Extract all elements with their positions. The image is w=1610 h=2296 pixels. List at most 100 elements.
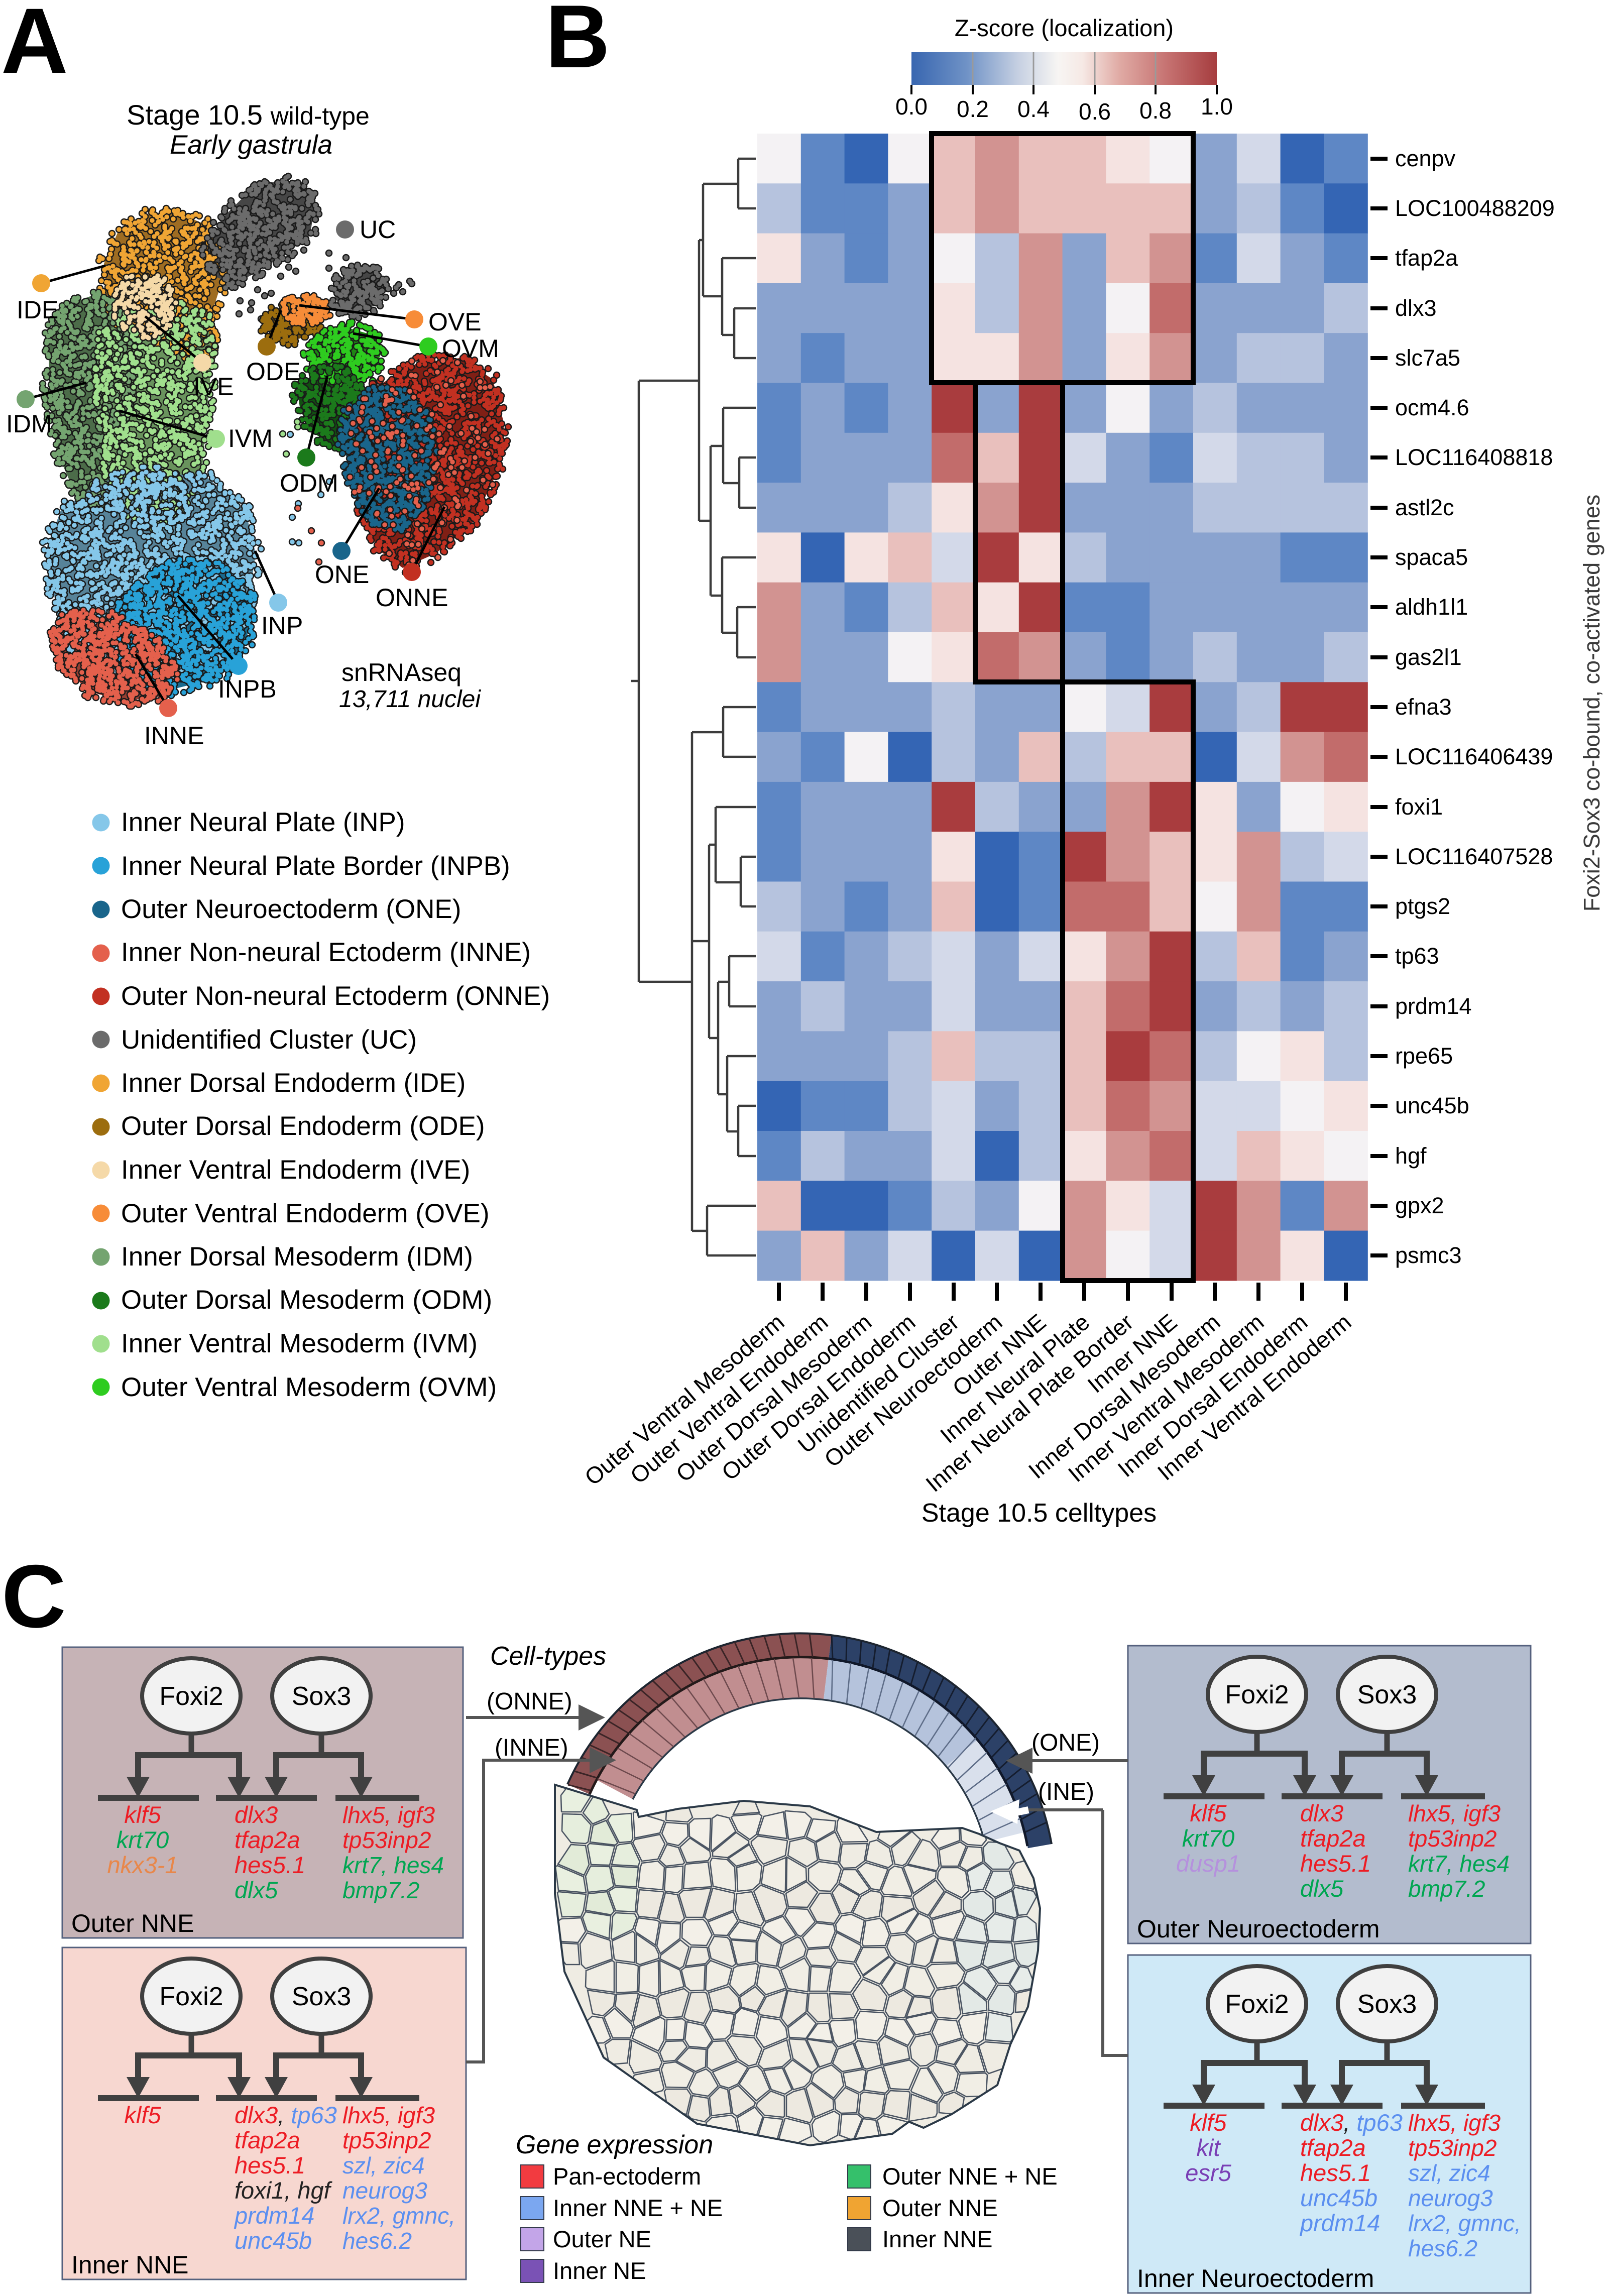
- svg-text:INNE: INNE: [144, 722, 204, 750]
- svg-text:spaca5: spaca5: [1395, 544, 1468, 570]
- svg-text:Foxi2: Foxi2: [1225, 1680, 1289, 1709]
- svg-text:LOC116406439: LOC116406439: [1395, 744, 1553, 769]
- svg-text:Sox3: Sox3: [292, 1982, 352, 2011]
- svg-text:ONNE: ONNE: [376, 584, 448, 612]
- svg-text:Stage 10.5 celltypes: Stage 10.5 celltypes: [922, 1499, 1157, 1528]
- svg-text:0.0: 0.0: [895, 93, 928, 120]
- svg-text:hes6.2: hes6.2: [342, 2228, 412, 2254]
- svg-text:Outer NE: Outer NE: [553, 2226, 651, 2252]
- svg-text:Gene expression: Gene expression: [516, 2130, 713, 2159]
- svg-text:szl, zic4: szl, zic4: [342, 2152, 425, 2178]
- svg-text:ptgs2: ptgs2: [1395, 893, 1450, 919]
- svg-text:lrx2, gmnc,: lrx2, gmnc,: [342, 2203, 455, 2229]
- svg-text:esr5: esr5: [1185, 2159, 1231, 2186]
- svg-text:krt7, hes4: krt7, hes4: [1408, 1851, 1510, 1877]
- svg-text:Foxi2: Foxi2: [159, 1982, 223, 2011]
- svg-text:Stage 10.5 wild-type: Stage 10.5 wild-type: [127, 99, 370, 131]
- svg-text:LOC116407528: LOC116407528: [1395, 844, 1553, 869]
- svg-text:krt70: krt70: [1182, 1825, 1235, 1852]
- svg-text:Cell-types: Cell-types: [490, 1642, 606, 1671]
- svg-text:IDE: IDE: [17, 296, 58, 324]
- svg-text:psmc3: psmc3: [1395, 1242, 1462, 1268]
- svg-text:gpx2: gpx2: [1395, 1193, 1444, 1218]
- svg-text:krt7, hes4: krt7, hes4: [342, 1852, 444, 1878]
- svg-text:klf5: klf5: [124, 1801, 161, 1828]
- svg-text:Foxi2-Sox3 co-bound, co-activa: Foxi2-Sox3 co-bound, co-activated genes: [1579, 495, 1604, 911]
- svg-text:IDM: IDM: [6, 410, 52, 438]
- svg-text:tfap2a: tfap2a: [235, 1826, 300, 1853]
- svg-text:0.6: 0.6: [1079, 98, 1111, 125]
- svg-text:(ONNE): (ONNE): [487, 1688, 572, 1715]
- svg-text:bmp7.2: bmp7.2: [1408, 1876, 1485, 1902]
- svg-text:Inner Neural Plate Border (INP: Inner Neural Plate Border (INPB): [121, 851, 510, 881]
- svg-text:unc45b: unc45b: [235, 2227, 312, 2254]
- svg-text:Inner Ventral Mesoderm (IVM): Inner Ventral Mesoderm (IVM): [121, 1329, 478, 1358]
- svg-text:foxi1, hgf: foxi1, hgf: [235, 2177, 333, 2204]
- svg-text:IVM: IVM: [228, 424, 273, 452]
- svg-text:Foxi2: Foxi2: [1225, 1990, 1289, 2019]
- svg-text:dlx3: dlx3: [235, 1801, 278, 1828]
- svg-text:Outer Dorsal Endoderm (ODE): Outer Dorsal Endoderm (ODE): [121, 1111, 485, 1141]
- svg-text:Outer Neuroectoderm: Outer Neuroectoderm: [1137, 1915, 1380, 1943]
- svg-text:lhx5, igf3: lhx5, igf3: [1408, 2110, 1501, 2136]
- svg-text:klf5: klf5: [1190, 1800, 1227, 1826]
- svg-text:INP: INP: [261, 612, 303, 640]
- svg-text:C: C: [2, 1546, 66, 1646]
- svg-text:tfap2a: tfap2a: [235, 2127, 300, 2153]
- svg-text:dlx3: dlx3: [1300, 1800, 1343, 1826]
- svg-text:Inner NNE: Inner NNE: [882, 2226, 992, 2252]
- svg-text:Sox3: Sox3: [1357, 1990, 1417, 2019]
- svg-text:unc45b: unc45b: [1395, 1093, 1469, 1118]
- svg-text:Inner Neuroectoderm: Inner Neuroectoderm: [1137, 2264, 1374, 2292]
- svg-text:Inner NE: Inner NE: [553, 2257, 646, 2284]
- svg-text:foxi1: foxi1: [1395, 794, 1443, 820]
- svg-text:Inner NNE: Inner NNE: [71, 2251, 188, 2279]
- svg-text:lrx2, gmnc,: lrx2, gmnc,: [1408, 2210, 1521, 2236]
- svg-text:tp53inp2: tp53inp2: [1408, 1825, 1497, 1852]
- svg-text:szl, zic4: szl, zic4: [1408, 2160, 1490, 2186]
- svg-text:A: A: [1, 0, 68, 93]
- svg-text:tp53inp2: tp53inp2: [342, 2127, 431, 2153]
- svg-text:Inner NNE + NE: Inner NNE + NE: [553, 2195, 723, 2221]
- svg-text:dusp1: dusp1: [1176, 1850, 1240, 1877]
- svg-text:Outer Dorsal Mesoderm (ODM): Outer Dorsal Mesoderm (ODM): [121, 1285, 492, 1315]
- svg-text:dlx5: dlx5: [235, 1877, 278, 1903]
- svg-text:lhx5, igf3: lhx5, igf3: [342, 1802, 435, 1828]
- svg-text:B: B: [545, 0, 610, 86]
- svg-text:IVE: IVE: [193, 373, 234, 401]
- svg-text:rpe65: rpe65: [1395, 1043, 1453, 1069]
- svg-text:Outer Ventral Mesoderm (OVM): Outer Ventral Mesoderm (OVM): [121, 1372, 497, 1402]
- svg-text:LOC116408818: LOC116408818: [1395, 444, 1553, 470]
- svg-text:hes5.1: hes5.1: [1300, 1850, 1371, 1877]
- svg-text:tfap2a: tfap2a: [1300, 1825, 1366, 1852]
- svg-text:0.8: 0.8: [1139, 97, 1172, 124]
- svg-text:bmp7.2: bmp7.2: [342, 1877, 419, 1903]
- svg-text:Sox3: Sox3: [1357, 1680, 1417, 1709]
- svg-text:dlx3: dlx3: [1395, 295, 1437, 321]
- svg-text:neurog3: neurog3: [342, 2177, 427, 2204]
- svg-text:tp53inp2: tp53inp2: [342, 1827, 431, 1853]
- svg-text:hes6.2: hes6.2: [1408, 2235, 1477, 2261]
- svg-text:Outer Non-neural Ectoderm (ONN: Outer Non-neural Ectoderm (ONNE): [121, 981, 550, 1011]
- svg-text:hes5.1: hes5.1: [235, 1852, 305, 1878]
- svg-text:Outer Neuroectoderm (ONE): Outer Neuroectoderm (ONE): [121, 894, 461, 924]
- svg-text:astl2c: astl2c: [1395, 495, 1454, 520]
- svg-text:Inner Dorsal Endoderm (IDE): Inner Dorsal Endoderm (IDE): [121, 1068, 466, 1098]
- svg-text:Outer NNE: Outer NNE: [882, 2195, 998, 2221]
- svg-text:nkx3-1: nkx3-1: [107, 1852, 178, 1878]
- svg-text:prdm14: prdm14: [1395, 993, 1472, 1019]
- svg-text:LOC100488209: LOC100488209: [1395, 195, 1555, 221]
- svg-text:tfap2a: tfap2a: [1300, 2134, 1366, 2161]
- svg-text:lhx5, igf3: lhx5, igf3: [1408, 1800, 1501, 1826]
- svg-text:klf5: klf5: [124, 2102, 161, 2128]
- svg-text:hgf: hgf: [1395, 1143, 1427, 1169]
- svg-text:Inner Dorsal Mesoderm (IDM): Inner Dorsal Mesoderm (IDM): [121, 1242, 473, 1272]
- svg-text:13,711 nuclei: 13,711 nuclei: [339, 686, 481, 713]
- svg-text:cenpv: cenpv: [1395, 146, 1456, 171]
- svg-text:Outer Ventral Endoderm (OVE): Outer Ventral Endoderm (OVE): [121, 1199, 490, 1228]
- svg-text:ONE: ONE: [315, 560, 369, 589]
- svg-text:klf5: klf5: [1190, 2109, 1227, 2136]
- svg-text:neurog3: neurog3: [1408, 2185, 1493, 2211]
- svg-text:snRNAseq: snRNAseq: [341, 658, 462, 686]
- svg-text:slc7a5: slc7a5: [1395, 345, 1460, 371]
